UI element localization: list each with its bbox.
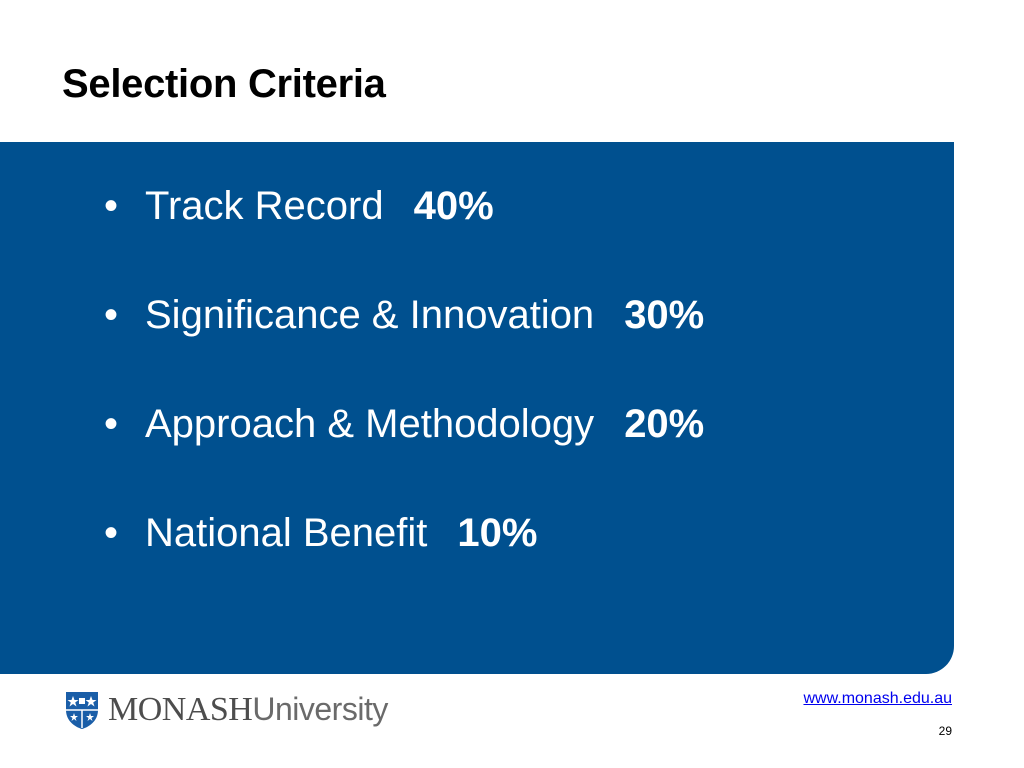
logo-secondary: University bbox=[252, 691, 388, 727]
list-item: • Track Record 40% bbox=[104, 184, 704, 293]
criterion-percent: 20% bbox=[624, 402, 705, 446]
criterion-percent: 10% bbox=[457, 511, 538, 555]
content-panel bbox=[0, 142, 954, 674]
list-item: • Significance & Innovation 30% bbox=[104, 293, 704, 402]
logo-wordmark: MONASH University bbox=[108, 691, 388, 729]
slide-title: Selection Criteria bbox=[62, 62, 386, 106]
bullet-glyph: • bbox=[104, 293, 119, 337]
bullet-glyph: • bbox=[104, 511, 119, 555]
website-link[interactable]: www.monash.edu.au bbox=[803, 690, 952, 707]
bullet-glyph: • bbox=[104, 402, 119, 446]
monash-logo: MONASH University bbox=[64, 690, 388, 730]
criterion-label: Approach & Methodology bbox=[145, 402, 595, 446]
criteria-list: • Track Record 40% • Significance & Inno… bbox=[104, 184, 704, 620]
criterion-percent: 40% bbox=[413, 184, 494, 228]
list-item: • National Benefit 10% bbox=[104, 511, 704, 620]
logo-primary: MONASH bbox=[108, 691, 253, 728]
bullet-glyph: • bbox=[104, 184, 119, 228]
criterion-label: Significance & Innovation bbox=[145, 293, 595, 337]
university-crest-icon bbox=[66, 692, 98, 729]
criterion-percent: 30% bbox=[624, 293, 705, 337]
criterion-label: Track Record bbox=[145, 184, 384, 228]
page-number: 29 bbox=[938, 724, 952, 738]
criterion-label: National Benefit bbox=[145, 511, 428, 555]
list-item: • Approach & Methodology 20% bbox=[104, 402, 704, 511]
